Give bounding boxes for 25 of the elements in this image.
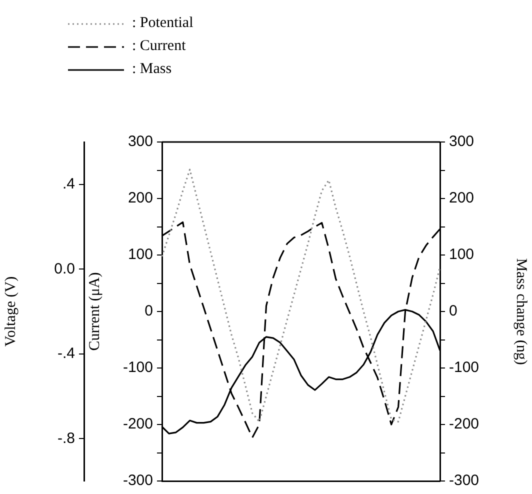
- y-tick-label: 100: [128, 246, 153, 264]
- legend-label: : Potential: [132, 15, 194, 32]
- y3-tick-label: .4: [62, 176, 75, 193]
- y2-tick-label: -300: [449, 472, 480, 490]
- y-tick-label: 0: [144, 302, 153, 320]
- y2-tick-label: 100: [449, 246, 474, 264]
- y3-tick-label: 0.0: [54, 260, 75, 278]
- y2-tick-label: 300: [449, 133, 474, 150]
- y2-tick-label: -100: [449, 359, 480, 376]
- y3-axis-title: Voltage (V): [2, 276, 19, 347]
- y3-tick-label: -.4: [57, 345, 75, 362]
- line-series: [161, 168, 441, 422]
- y2-tick-label: 0: [449, 302, 458, 320]
- y-tick-label: -100: [122, 359, 153, 376]
- y2-tick-label: 200: [449, 190, 474, 207]
- y-tick-label: 300: [128, 133, 153, 150]
- y3-tick-label: -.8: [57, 430, 75, 447]
- y-tick-label: 200: [128, 190, 153, 207]
- legend-label: : Mass: [132, 61, 172, 78]
- y2-axis-title: Mass change (ng): [513, 258, 530, 365]
- y-tick-label: -200: [122, 416, 153, 433]
- y-axis-title: Current (μA): [86, 272, 103, 351]
- legend-label: : Current: [132, 38, 186, 55]
- y2-tick-label: -200: [449, 416, 480, 433]
- y-tick-label: -300: [122, 472, 153, 490]
